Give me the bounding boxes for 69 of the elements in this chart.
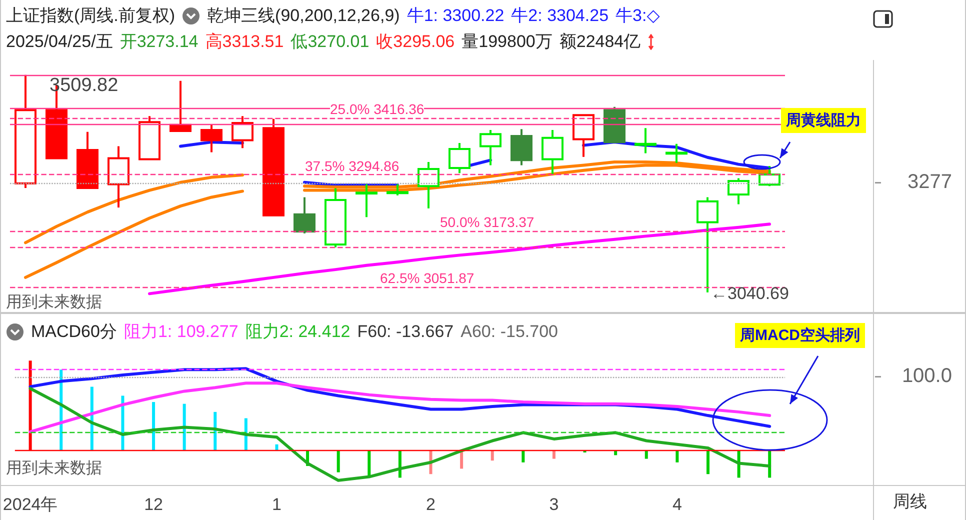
candlestick	[572, 114, 594, 158]
bar	[152, 402, 156, 451]
text: 周线	[893, 491, 927, 513]
text: 收3295.06	[376, 31, 455, 53]
text: 阻力1: 109.277	[124, 321, 238, 343]
text: 阻力2: 24.412	[245, 321, 350, 343]
text: A60: -15.700	[460, 322, 558, 342]
candlestick	[138, 115, 160, 160]
chart-title: MACD60分	[31, 321, 117, 343]
bar	[522, 450, 525, 462]
bar	[460, 450, 464, 469]
text: 用到未来数据	[6, 292, 102, 313]
text: 开3273.14	[120, 31, 198, 53]
candlestick	[448, 142, 470, 174]
candlestick	[14, 74, 36, 189]
candlestick	[604, 106, 626, 144]
x-tick-label: 1	[272, 495, 282, 514]
candlestick	[758, 164, 780, 188]
candlestick	[324, 187, 346, 248]
text: 牛1: 3300.22	[406, 5, 504, 27]
candlestick	[356, 183, 378, 218]
chart-subtitle: 乾坤三线(90,200,12,26,9)	[207, 5, 400, 27]
candlestick	[294, 196, 316, 234]
bar	[552, 450, 556, 459]
x-tick-label: 3	[549, 495, 559, 514]
ref-line-label: 25.0% 3416.36	[330, 101, 424, 118]
candlestick	[76, 130, 98, 189]
annotation: ←3040.69	[710, 284, 789, 304]
candlestick	[108, 145, 130, 208]
annotation: 用到未来数据	[6, 458, 102, 479]
text: 量199800万	[462, 31, 552, 53]
x-tick-label: 4	[672, 495, 682, 514]
candlestick	[386, 183, 408, 196]
text: 100.0	[902, 364, 952, 388]
candlestick	[170, 80, 192, 133]
x-tick-label: 2024年	[2, 495, 58, 514]
text: F60: -13.667	[357, 322, 454, 342]
bar	[336, 450, 340, 472]
x-tick-label: 2	[426, 495, 436, 514]
text: 牛3:◇	[616, 5, 660, 27]
ref-line-label: 37.5% 3294.86	[305, 158, 400, 174]
chart-title: 上证指数(周线.前复权)	[6, 5, 176, 27]
candlestick	[480, 129, 502, 166]
candlestick	[418, 161, 440, 210]
bar	[676, 450, 679, 462]
annotation: 3509.82	[50, 74, 118, 97]
text: 高3313.51	[205, 31, 284, 53]
candlestick	[634, 127, 656, 154]
bar	[644, 450, 648, 459]
candlestick	[232, 115, 254, 150]
candlestick	[262, 118, 284, 218]
text: 低3270.01	[290, 31, 370, 53]
bar	[706, 450, 710, 474]
ref-line-label: 62.5% 3051.87	[380, 270, 474, 286]
candlestick	[542, 129, 564, 176]
candlestick	[728, 177, 750, 206]
bar	[182, 404, 186, 451]
text: 牛2: 3304.25	[511, 5, 609, 27]
text: 3277	[908, 170, 952, 194]
text: 2025/04/25/五	[6, 31, 113, 53]
candlestick	[200, 122, 222, 154]
text: 周MACD空头排列	[735, 323, 865, 348]
ref-line-label: 50.0% 3173.37	[440, 214, 534, 230]
x-tick-label: 12	[144, 495, 163, 514]
candlestick	[510, 128, 532, 166]
text: 额22484亿	[559, 31, 641, 53]
bar	[490, 450, 494, 461]
text: 周黄线阻力	[781, 108, 866, 133]
candlestick	[666, 142, 688, 164]
